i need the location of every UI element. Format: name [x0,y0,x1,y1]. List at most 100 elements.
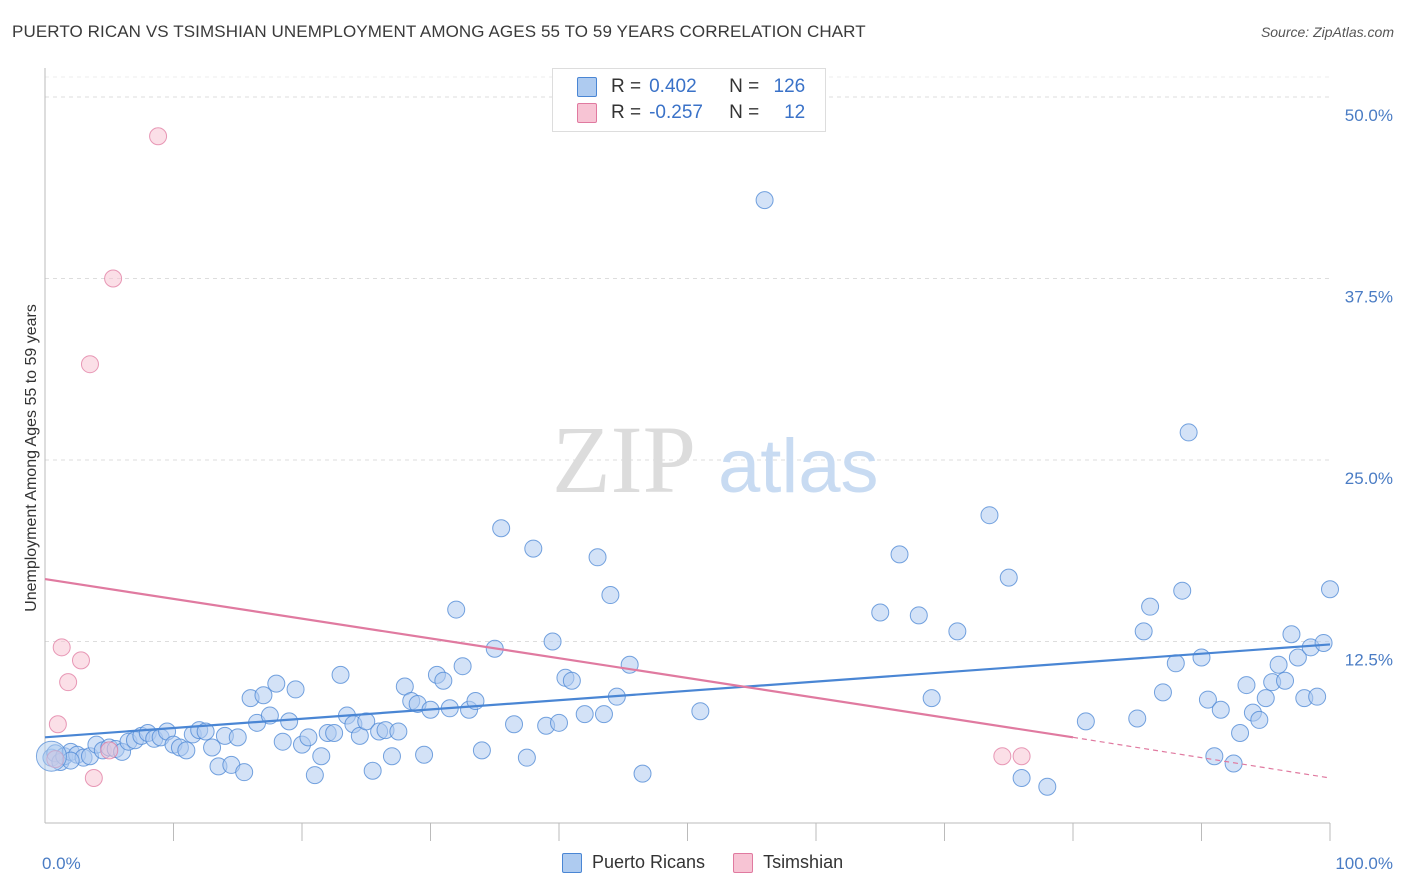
data-point-tsimshian [52,638,71,657]
data-point-puerto-ricans [1198,690,1217,709]
data-point-puerto-ricans [299,728,318,747]
data-point-puerto-ricans [1166,654,1185,673]
data-point-puerto-ricans [447,600,466,619]
data-point-puerto-ricans [550,713,568,732]
trend-lines [44,577,1331,779]
chart-title: PUERTO RICAN VS TSIMSHIAN UNEMPLOYMENT A… [12,22,866,41]
data-point-tsimshian [149,127,168,146]
legend-r-label: R = [611,76,642,97]
y-tick-label: 37.5% [1345,288,1393,307]
trend-line-tsimshian [44,577,1074,739]
data-point-puerto-ricans [382,747,401,766]
data-point-tsimshian [71,651,90,670]
y-tick-label: 50.0% [1345,106,1393,125]
legend-swatch-tsimshian [577,103,597,123]
grid-lines [45,76,1330,643]
series-legend: Puerto Ricans Tsimshian [562,852,871,873]
data-point-puerto-ricans [1224,754,1243,773]
data-point-puerto-ricans [35,740,67,772]
data-point-puerto-ricans [505,715,524,734]
data-point-puerto-ricans [228,728,247,747]
data-point-puerto-ricans [543,632,562,651]
data-point-puerto-ricans [755,191,774,210]
data-point-puerto-ricans [948,622,967,641]
data-point-puerto-ricans [1012,768,1031,787]
data-point-puerto-ricans [196,722,215,741]
y-tick-label: 12.5% [1345,651,1393,670]
data-point-puerto-ricans [177,741,196,760]
data-point-tsimshian [993,747,1012,766]
data-point-puerto-ricans [1288,648,1307,667]
data-point-puerto-ricans [575,705,594,724]
legend-r-value: 0.402 [649,76,697,97]
axes [44,68,1331,841]
data-point-puerto-ricans [305,766,324,785]
legend-n-label: N = [729,76,760,97]
data-point-tsimshian [100,741,119,760]
data-point-tsimshian [1012,747,1031,766]
legend-row-puerto-ricans: R = 0.402 N = 126 [577,74,805,100]
legend-r-value: -0.257 [649,102,703,123]
data-point-puerto-ricans [1250,710,1269,729]
data-point-puerto-ricans [517,748,536,767]
legend-row-tsimshian: R = -0.257 N = 12 [577,100,805,126]
legend-n-value: 12 [784,102,806,123]
x-tick-label: 0.0% [42,854,81,873]
data-point-puerto-ricans [1211,700,1230,719]
watermark-zip: ZIP [552,406,696,513]
data-point-puerto-ricans [890,545,909,564]
data-point-puerto-ricans [1076,712,1095,731]
data-point-tsimshian [84,768,103,787]
correlation-legend: R = 0.402 N = 126 R = -0.257 N = 12 [552,68,826,132]
y-axis-label: Unemployment Among Ages 55 to 59 years [23,304,40,612]
watermark-atlas: atlas [718,424,879,509]
data-point-puerto-ricans [363,761,382,780]
data-point-puerto-ricans [633,764,652,783]
data-point-puerto-ricans [235,763,254,782]
data-point-tsimshian [104,269,123,288]
data-point-puerto-ricans [594,705,613,724]
data-point-puerto-ricans [492,519,511,538]
data-point-puerto-ricans [453,657,472,676]
data-point-puerto-ricans [1179,423,1198,442]
data-point-puerto-ricans [999,568,1018,587]
data-point-puerto-ricans [980,506,999,525]
data-point-puerto-ricans [1256,689,1275,708]
legend-label-puerto-ricans: Puerto Ricans [592,852,706,872]
data-point-puerto-ricans [524,539,543,558]
data-point-puerto-ricans [909,606,928,625]
data-point-tsimshian [48,715,67,734]
data-point-puerto-ricans [472,741,491,760]
data-point-puerto-ricans [1205,747,1224,766]
y-tick-label: 25.0% [1345,469,1393,488]
data-point-puerto-ricans [562,671,581,690]
watermark: ZIP atlas [552,406,879,513]
data-point-puerto-ricans [1128,709,1147,728]
data-point-tsimshian [59,673,78,692]
data-point-puerto-ricans [871,603,890,622]
tick-labels: 12.5% 25.0% 37.5% 50.0% 0.0% 100.0% [42,106,1393,873]
data-point-puerto-ricans [1314,633,1333,652]
legend-swatch-tsimshian [733,852,754,873]
data-point-puerto-ricans [357,712,376,731]
data-point-puerto-ricans [1173,581,1192,600]
data-point-puerto-ricans [601,586,620,605]
data-point-puerto-ricans [1308,687,1327,706]
trend-line-tsimshian-extension [1072,736,1331,779]
data-point-puerto-ricans [325,723,344,742]
data-points [35,127,1339,796]
data-point-puerto-ricans [312,747,331,766]
data-point-puerto-ricans [203,738,222,757]
data-point-puerto-ricans [691,702,710,721]
data-point-puerto-ricans [273,732,292,751]
legend-swatch-puerto-ricans [577,77,597,97]
data-point-puerto-ricans [286,680,305,699]
legend-item-tsimshian[interactable]: Tsimshian [733,852,843,873]
data-point-puerto-ricans [280,712,299,731]
legend-item-puerto-ricans[interactable]: Puerto Ricans [562,852,705,873]
data-point-puerto-ricans [1038,777,1057,796]
legend-n-value: 126 [773,76,806,97]
legend-label-tsimshian: Tsimshian [763,852,844,872]
data-point-tsimshian [80,355,99,374]
